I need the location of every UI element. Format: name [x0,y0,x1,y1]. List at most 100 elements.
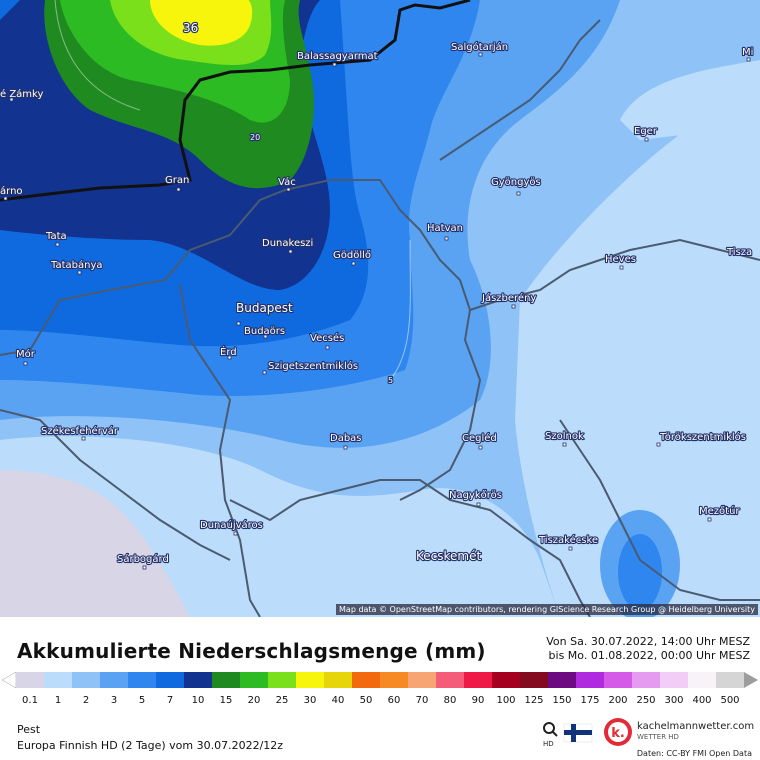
precip-layer-01mm [0,470,190,617]
scale-label: 40 [331,695,345,706]
scale-cell [268,672,297,688]
city-label: Nagykőrös [449,489,502,501]
scale-cell [212,672,241,688]
scale-label: 90 [471,695,485,706]
city-label: Sárbogárd [117,553,169,565]
scale-label: 50 [359,695,373,706]
city-markers [3,52,751,570]
period-to: bis Mo. 01.08.2022, 00:00 Uhr MESZ [548,649,750,662]
scale-label: 10 [191,695,205,706]
contour-line-15 [54,0,141,111]
svg-text:k.: k. [611,726,625,741]
scale-label: 1 [54,695,62,706]
national-border [0,0,471,202]
scale-cell [492,672,521,688]
county-border-szolnok [559,419,760,601]
city-label: Tata [45,231,67,242]
city-label: Gyöngyös [491,177,541,188]
brand-name: kachelmannwetter.com [637,721,755,732]
scale-cell [44,672,73,688]
scale-left-arrow [1,671,17,689]
city-label: Dabas [330,433,362,444]
city-label: Eger [634,126,658,137]
county-border-pest-north [0,179,482,501]
county-border-west [179,284,261,617]
brand-subtitle: WETTER HD [637,733,679,741]
city-label: Székesfehérvár [41,425,119,437]
scale-cell [324,672,353,688]
hd-label: HD [543,740,554,747]
scale-cell [408,672,437,688]
scale-label: 7 [166,695,174,706]
city-label: Mór [16,348,36,360]
city-label: Vecsés [310,332,344,344]
legend-title: Akkumulierte Niederschlagsmenge (mm) [17,639,486,663]
scale-cell [436,672,465,688]
scale-label: 300 [664,695,684,706]
scale-cell [128,672,157,688]
precipitation-map[interactable]: 36 20 5 [0,0,760,617]
county-border-south [229,479,591,617]
city-label: Tatabánya [50,259,103,271]
city-label: é Zámky [0,88,43,100]
precip-layer-5mm-se [618,534,662,610]
scale-cell [660,672,689,688]
city-label: Kecskemét [416,549,481,563]
scale-cell [16,672,45,688]
scale-label: 0.1 [22,695,38,706]
scale-label: 400 [692,695,712,706]
city-label: Hatvan [427,223,463,234]
precip-layer-1mm-east [515,100,760,617]
city-label: Mi [742,47,753,58]
scale-cell [464,672,493,688]
scale-label: 250 [636,695,656,706]
icon-set: HD [543,722,593,748]
legend-footer: Akkumulierte Niederschlagsmenge (mm) Von… [0,617,760,760]
scale-label: 175 [580,695,600,706]
scale-labels: 0.1 1 2 3 5 7 10 15 20 25 30 40 50 60 70 80 90 100 125 150 1… [0,695,760,709]
kachelmann-logo-icon: k. [604,718,632,746]
scale-cell [576,672,605,688]
period-from: Von Sa. 30.07.2022, 14:00 Uhr MESZ [546,635,750,648]
scale-label: 200 [608,695,628,706]
search-hd-icon[interactable]: HD [543,722,558,748]
city-label: Heves [605,254,636,265]
contour-label-36: 36 [183,21,198,35]
map-attribution[interactable]: Map data © OpenStreetMap contributors, r… [336,604,758,615]
city-label: Jászberény [481,292,536,304]
time-period: Von Sa. 30.07.2022, 14:00 Uhr MESZ bis M… [546,635,750,663]
scale-cell [548,672,577,688]
region-name: Pest [17,723,41,736]
contour-line-5 [389,239,411,381]
scale-label: 125 [524,695,544,706]
scale-label: 25 [275,695,289,706]
scale-cell [716,672,745,688]
model-info: Europa Finnish HD (2 Tage) vom 30.07.202… [17,739,284,752]
city-label: Cegléd [462,432,497,444]
scale-label: 60 [387,695,401,706]
scale-cell [184,672,213,688]
contour-label-5: 5 [388,376,393,385]
scale-label: 80 [443,695,457,706]
map-canvas: 36 20 5 [0,0,760,617]
data-source: Daten: CC-BY FMI Open Data [636,749,752,758]
brand-logo[interactable]: k. kachelmannwetter.com WETTER HD [603,717,758,747]
city-label: Budaörs [244,326,285,337]
scale-label: 15 [219,695,233,706]
scale-cell [240,672,269,688]
scale-cell [72,672,101,688]
scale-cell [632,672,661,688]
finland-flag-icon [563,723,593,743]
city-label: Vác [278,176,296,188]
color-scale [1,671,758,689]
scale-label: 5 [138,695,146,706]
city-label: Dunaújváros [200,519,263,531]
city-label: Dunakeszi [262,238,313,249]
scale-label: 3 [110,695,118,706]
scale-cell [296,672,325,688]
city-label: Budapest [236,301,293,315]
city-label: Érd [220,345,237,358]
scale-label: 150 [552,695,572,706]
scale-label: 70 [415,695,429,706]
scale-cell [156,672,185,688]
